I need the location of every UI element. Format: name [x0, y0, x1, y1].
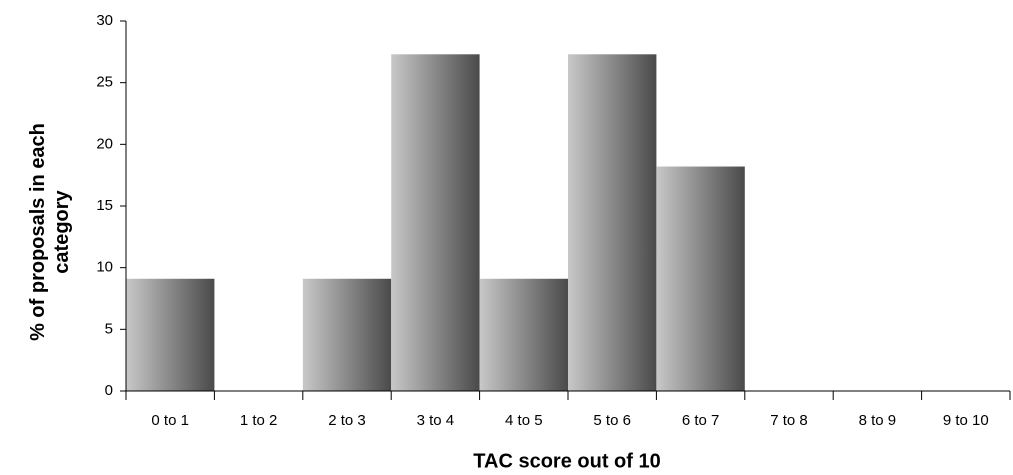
bar — [568, 54, 657, 392]
bar — [479, 278, 568, 391]
x-tick-label: 0 to 1 — [151, 412, 189, 429]
bar — [391, 54, 480, 392]
y-tick-label: 20 — [96, 135, 113, 152]
x-tick-label: 7 to 8 — [770, 412, 808, 429]
y-tick-label: 0 — [105, 382, 113, 399]
y-tick-label: 25 — [96, 74, 113, 91]
x-axis-title: TAC score out of 10 — [473, 450, 660, 472]
x-tick-label: 1 to 2 — [240, 412, 278, 429]
x-tick-label: 4 to 5 — [505, 412, 543, 429]
y-tick-label: 15 — [96, 197, 113, 214]
x-tick-label: 2 to 3 — [328, 412, 366, 429]
x-tick-label: 6 to 7 — [682, 412, 720, 429]
bar — [656, 166, 745, 391]
bar — [302, 278, 392, 391]
x-tick-label: 3 to 4 — [417, 412, 455, 429]
y-axis-title: % of proposals in each category — [27, 123, 73, 341]
x-tick-label: 9 to 10 — [943, 412, 989, 429]
bar — [126, 278, 215, 391]
x-tick-label: 8 to 9 — [859, 412, 897, 429]
y-tick-label: 30 — [96, 12, 113, 29]
x-tick-label: 5 to 6 — [593, 412, 631, 429]
y-tick-label: 5 — [105, 320, 113, 337]
y-tick-label: 10 — [96, 259, 113, 276]
